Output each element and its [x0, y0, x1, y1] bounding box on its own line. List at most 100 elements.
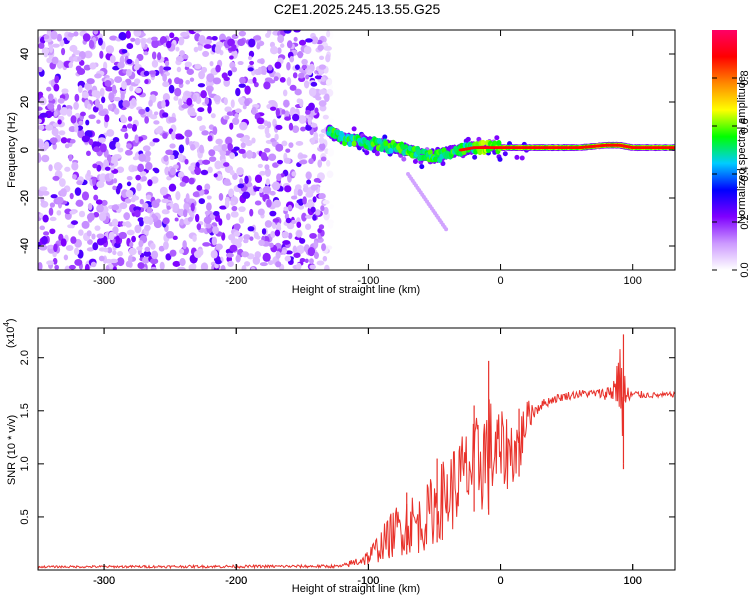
- spectrogram-cell: [46, 260, 55, 266]
- spectrogram-cell: [150, 176, 159, 184]
- spectrogram-cell: [84, 50, 93, 59]
- spectrogram-cell: [88, 138, 94, 146]
- spectrogram-cell: [86, 213, 95, 222]
- snr-y-tick-label: 0.5: [19, 509, 31, 524]
- spectrogram-cell: [232, 117, 240, 125]
- spectrogram-cell: [259, 262, 268, 267]
- spectrogram-cell: [327, 118, 335, 124]
- spectrogram-cell: [163, 154, 169, 162]
- spectrogram-cell: [238, 97, 246, 104]
- spectrogram-cell: [179, 218, 185, 226]
- spectrogram-cell: [298, 115, 307, 124]
- spectrogram-cell: [281, 109, 286, 115]
- spectrogram-cell: [215, 138, 223, 145]
- spectrogram-cell: [115, 141, 121, 149]
- spectrogram-cell: [105, 264, 110, 270]
- spectrogram-cell: [239, 121, 248, 131]
- spectrogram-cell: [103, 159, 109, 167]
- spectrogram-cell: [143, 70, 150, 77]
- spectrogram-cell: [223, 162, 230, 167]
- spectrogram-cell: [73, 101, 79, 110]
- snr-x-tick-label: 100: [624, 575, 642, 587]
- spectrogram-cell: [77, 85, 83, 93]
- spectrogram-cell: [166, 205, 171, 210]
- spectrogram-cell: [159, 186, 168, 196]
- spectrogram-cell: [144, 224, 151, 232]
- spectrogram-cell: [305, 74, 310, 80]
- spectrogram-cell: [285, 217, 292, 224]
- spectrogram-cell: [234, 113, 239, 119]
- spectrogram-cell: [114, 76, 123, 84]
- spectrogram-cell: [67, 224, 74, 229]
- spectrogram-cell: [261, 228, 267, 235]
- spectrogram-cell: [61, 88, 69, 94]
- spectrogram-cell: [60, 238, 67, 247]
- spectrogram-cell: [53, 110, 58, 117]
- spectrogram-cell: [301, 212, 307, 222]
- spectrogram-cell: [92, 242, 99, 251]
- spectrogram-cell: [178, 135, 185, 140]
- spectrogram-cell: [299, 154, 308, 159]
- spectrogram-cell: [195, 213, 200, 223]
- spectrogram-cell: [112, 266, 117, 270]
- spectrogram-cell: [56, 33, 63, 42]
- spectrogram-cell: [268, 79, 276, 84]
- spectrogram-cell: [86, 169, 91, 177]
- spectrogram-cell: [257, 66, 262, 75]
- signal-speckle: [401, 156, 407, 162]
- spectrogram-cell: [211, 236, 218, 246]
- spectrogram-cell: [193, 30, 202, 33]
- spectrogram-cell: [269, 106, 277, 111]
- spectrogram-cell: [257, 208, 265, 216]
- spectrogram-cell: [151, 39, 160, 49]
- spectrogram-cell: [58, 130, 66, 136]
- spectrogram-cell: [224, 199, 230, 209]
- snr-x-axis-title: Height of straight line (km): [292, 583, 420, 595]
- spectrogram-cell: [129, 241, 134, 248]
- spectrogram-cell: [277, 47, 282, 55]
- spectrogram-cell: [262, 185, 272, 194]
- spectrogram-cell: [81, 135, 91, 143]
- spectrogram-cell: [71, 162, 79, 171]
- spectrogram-cell: [280, 43, 285, 48]
- spectrogram-cell: [74, 124, 79, 133]
- spectrogram-cell: [281, 231, 289, 239]
- spectrogram-cell: [134, 209, 141, 218]
- spectrogram-cell: [233, 223, 241, 230]
- spectrogram-cell: [137, 163, 145, 173]
- spectrogram-cell: [266, 198, 272, 208]
- spectrogram-cell: [68, 154, 73, 162]
- spectrogram-cell: [96, 204, 104, 213]
- spectrogram-cell: [247, 67, 254, 72]
- spectrogram-cell: [117, 250, 123, 257]
- spectrogram-cell: [326, 170, 334, 178]
- spectrogram-cell: [292, 72, 298, 79]
- spectrogram-cell: [69, 192, 74, 200]
- spectrogram-cell: [202, 242, 211, 247]
- spectrogram-cell: [313, 251, 319, 259]
- spectrogram-cell: [136, 182, 142, 192]
- spectrogram-cell: [159, 261, 165, 270]
- spectrogram-cell: [252, 35, 262, 41]
- spectrogram-cell: [51, 56, 59, 65]
- spectrogram-cell: [39, 212, 44, 219]
- spectrogram-cell: [286, 40, 293, 49]
- spectrogram-cell: [237, 38, 246, 47]
- spectrogram-cell: [327, 147, 335, 157]
- spectrogram-cell: [49, 44, 54, 53]
- spectrogram-cell: [69, 210, 77, 215]
- spectrogram-cell: [285, 148, 291, 153]
- spectrogram-cell: [105, 86, 113, 92]
- signal-band: [496, 139, 502, 146]
- spectrogram-cell: [179, 258, 186, 267]
- spectrogram-cell: [274, 133, 279, 141]
- spectrogram-cell: [317, 44, 324, 51]
- spectrogram-y-axis-title: Frequency (Hz): [6, 112, 18, 188]
- spectrogram-cell: [149, 114, 158, 120]
- colorbar-tick-label: 0.8: [739, 70, 750, 85]
- spectrogram-y-tick-label: 0: [19, 147, 31, 153]
- spectrogram-cell: [296, 98, 302, 104]
- colorbar-gradient: [712, 30, 737, 270]
- colorbar-tick-label: 0.4: [739, 166, 750, 181]
